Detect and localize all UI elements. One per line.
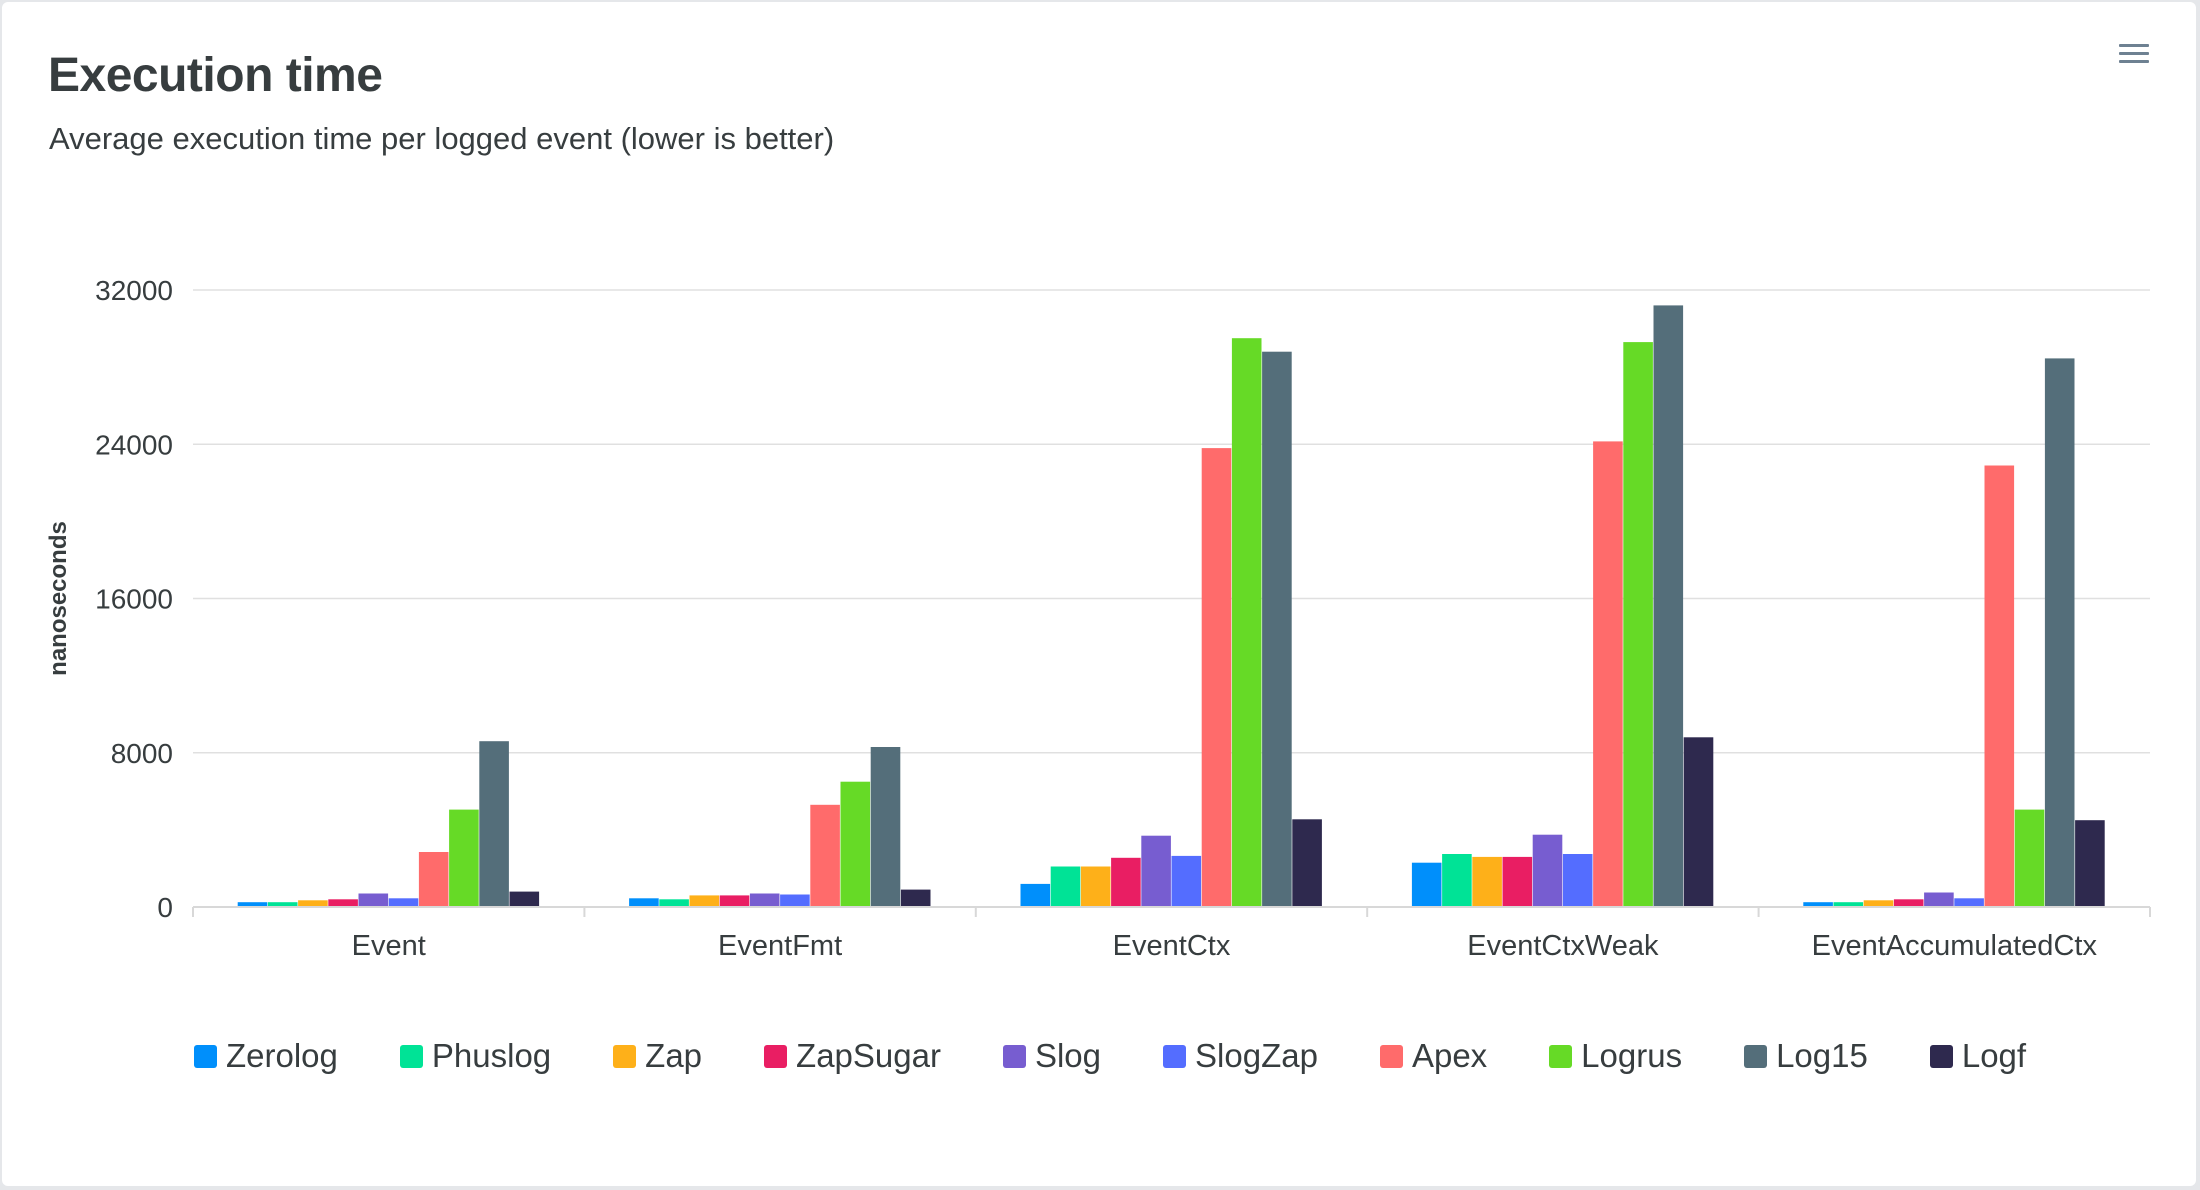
bar-log15-eventctx[interactable] xyxy=(1262,351,1292,907)
legend-marker xyxy=(764,1044,788,1068)
legend-label: Log15 xyxy=(1776,1037,1868,1074)
legend-label: Logrus xyxy=(1581,1037,1683,1074)
x-tick-label: EventCtxWeak xyxy=(1467,930,1659,962)
bar-logrus-event[interactable] xyxy=(449,809,479,907)
legend-item-slogzap[interactable]: SlogZap xyxy=(1163,1037,1318,1075)
bar-zap-eventfmt[interactable] xyxy=(689,895,720,907)
bar-slogzap-eventaccumulatedctx[interactable] xyxy=(1954,898,1984,907)
legend-label: Apex xyxy=(1411,1037,1488,1074)
legend-item-slog[interactable]: Slog xyxy=(1002,1037,1102,1075)
bar-log15-event[interactable] xyxy=(479,741,509,907)
hamburger-menu-icon[interactable] xyxy=(2114,38,2154,70)
legend-item-apex[interactable]: Apex xyxy=(1379,1037,1488,1075)
bar-zap-eventctx[interactable] xyxy=(1080,866,1111,908)
legend-marker xyxy=(1549,1044,1573,1068)
x-tick-label: EventFmt xyxy=(718,930,842,962)
bar-phuslog-eventctx[interactable] xyxy=(1050,866,1081,908)
bar-apex-eventctx[interactable] xyxy=(1201,448,1232,907)
bar-slogzap-eventctx[interactable] xyxy=(1171,855,1202,907)
bar-slogzap-eventfmt[interactable] xyxy=(780,894,810,908)
bar-apex-event[interactable] xyxy=(418,852,449,907)
y-axis-title: nanoseconds xyxy=(45,521,72,676)
bar-logrus-eventaccumulatedctx[interactable] xyxy=(2014,809,2045,907)
bar-logf-eventctxweak[interactable] xyxy=(1683,737,1714,907)
legend-marker xyxy=(1379,1044,1403,1068)
bar-slog-eventaccumulatedctx[interactable] xyxy=(1924,892,1954,908)
bar-logf-eventctx[interactable] xyxy=(1292,819,1322,907)
legend-item-logf[interactable]: Logf xyxy=(1929,1037,2027,1075)
legend-item-log15[interactable]: Log15 xyxy=(1744,1037,1868,1075)
bar-log15-eventctxweak[interactable] xyxy=(1653,305,1684,907)
bar-zerolog-eventaccumulatedctx[interactable] xyxy=(1803,902,1833,907)
legend-marker xyxy=(613,1044,637,1068)
bar-apex-eventctxweak[interactable] xyxy=(1593,441,1623,907)
bar-phuslog-event[interactable] xyxy=(267,902,298,907)
bar-apex-eventfmt[interactable] xyxy=(810,804,840,907)
bar-logf-eventfmt[interactable] xyxy=(900,889,931,907)
bar-zapsugar-eventaccumulatedctx[interactable] xyxy=(1893,899,1924,907)
bar-zerolog-eventctx[interactable] xyxy=(1020,883,1051,907)
bar-zap-eventctxweak[interactable] xyxy=(1472,856,1502,907)
bar-logrus-eventfmt[interactable] xyxy=(840,781,871,907)
legend-marker xyxy=(1929,1044,1953,1068)
bar-slogzap-event[interactable] xyxy=(388,898,419,907)
bar-phuslog-eventfmt[interactable] xyxy=(659,899,689,907)
y-tick-label: 8000 xyxy=(111,738,173,769)
legend-marker xyxy=(1163,1044,1187,1068)
bar-zap-eventaccumulatedctx[interactable] xyxy=(1863,900,1894,907)
legend-item-logrus[interactable]: Logrus xyxy=(1549,1037,1682,1075)
legend-label: Phuslog xyxy=(431,1037,552,1074)
bar-zapsugar-eventctxweak[interactable] xyxy=(1502,856,1533,907)
y-tick-label: 24000 xyxy=(95,429,173,460)
bar-zapsugar-eventfmt[interactable] xyxy=(719,895,750,907)
chart-title: Execution time xyxy=(48,49,383,102)
bar-zap-event[interactable] xyxy=(298,900,328,907)
bar-phuslog-eventctxweak[interactable] xyxy=(1442,854,1472,907)
x-tick-label: EventAccumulatedCtx xyxy=(1812,930,2098,962)
bar-zerolog-eventctxweak[interactable] xyxy=(1411,862,1442,907)
legend-label: Zerolog xyxy=(226,1037,338,1074)
chart-legend: Zerolog Phuslog Zap ZapSugar Slog SlogZap Apex… xyxy=(194,1037,2026,1075)
bar-apex-eventaccumulatedctx[interactable] xyxy=(1984,465,2015,908)
chart-subtitle: Average execution time per logged event … xyxy=(49,121,835,156)
bar-zerolog-eventfmt[interactable] xyxy=(629,898,659,907)
bar-logrus-eventctxweak[interactable] xyxy=(1623,342,1653,908)
y-tick-label: 16000 xyxy=(95,584,173,615)
legend-label: ZapSugar xyxy=(796,1037,941,1074)
bar-logf-eventaccumulatedctx[interactable] xyxy=(2075,820,2105,907)
bar-zerolog-event[interactable] xyxy=(237,902,268,907)
y-tick-label: 0 xyxy=(157,892,173,923)
y-tick-label: 32000 xyxy=(95,275,173,306)
bar-zapsugar-eventctx[interactable] xyxy=(1111,857,1141,907)
bar-slog-event[interactable] xyxy=(358,893,389,908)
legend-item-phuslog[interactable]: Phuslog xyxy=(399,1037,552,1075)
legend-marker xyxy=(1744,1044,1768,1068)
bar-slog-eventctx[interactable] xyxy=(1141,835,1171,907)
bar-logf-event[interactable] xyxy=(509,891,540,907)
bar-log15-eventfmt[interactable] xyxy=(870,747,901,907)
bar-slogzap-eventctxweak[interactable] xyxy=(1562,854,1593,907)
bar-phuslog-eventaccumulatedctx[interactable] xyxy=(1833,902,1864,907)
bar-slog-eventctxweak[interactable] xyxy=(1532,834,1563,907)
bar-slog-eventfmt[interactable] xyxy=(749,893,780,908)
x-tick-label: EventCtx xyxy=(1113,930,1231,962)
legend-marker xyxy=(399,1044,423,1068)
x-tick-label: Event xyxy=(352,930,426,962)
legend-item-zerolog[interactable]: Zerolog xyxy=(194,1037,338,1075)
legend-label: SlogZap xyxy=(1195,1037,1318,1074)
bar-log15-eventaccumulatedctx[interactable] xyxy=(2044,358,2075,907)
legend-label: Zap xyxy=(645,1037,703,1074)
bar-logrus-eventctx[interactable] xyxy=(1231,338,1262,907)
legend-label: Logf xyxy=(1961,1037,2027,1074)
legend-item-zap[interactable]: Zap xyxy=(613,1037,702,1075)
legend-marker xyxy=(194,1044,217,1068)
bar-zapsugar-event[interactable] xyxy=(328,899,358,907)
legend-item-zapsugar[interactable]: ZapSugar xyxy=(764,1037,941,1075)
legend-label: Slog xyxy=(1034,1037,1102,1074)
legend-marker xyxy=(1002,1044,1026,1068)
